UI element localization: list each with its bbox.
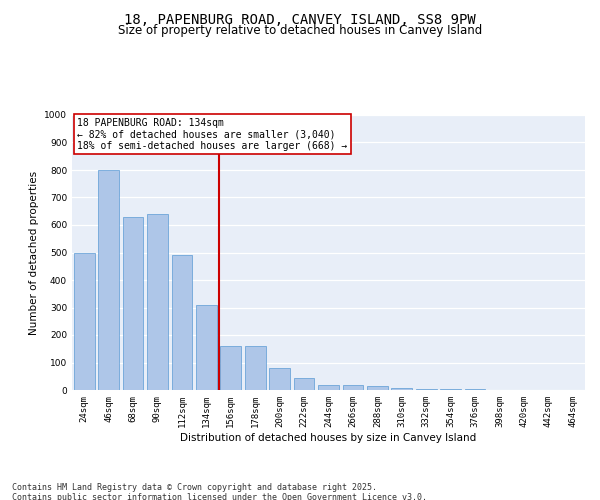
Bar [220, 346, 241, 390]
Bar [416, 388, 437, 390]
Y-axis label: Number of detached properties: Number of detached properties [29, 170, 38, 334]
Bar [391, 388, 412, 390]
Bar [147, 214, 168, 390]
Text: Size of property relative to detached houses in Canvey Island: Size of property relative to detached ho… [118, 24, 482, 37]
Text: 18, PAPENBURG ROAD, CANVEY ISLAND, SS8 9PW: 18, PAPENBURG ROAD, CANVEY ISLAND, SS8 9… [124, 12, 476, 26]
Bar [74, 252, 95, 390]
Bar [98, 170, 119, 390]
X-axis label: Distribution of detached houses by size in Canvey Island: Distribution of detached houses by size … [181, 432, 476, 442]
Bar [196, 304, 217, 390]
Bar [245, 346, 266, 390]
Text: 18 PAPENBURG ROAD: 134sqm
← 82% of detached houses are smaller (3,040)
18% of se: 18 PAPENBURG ROAD: 134sqm ← 82% of detac… [77, 118, 347, 151]
Bar [440, 389, 461, 390]
Bar [122, 217, 143, 390]
Bar [172, 255, 193, 390]
Bar [318, 384, 339, 390]
Text: Contains HM Land Registry data © Crown copyright and database right 2025.
Contai: Contains HM Land Registry data © Crown c… [12, 482, 427, 500]
Bar [367, 386, 388, 390]
Bar [293, 378, 314, 390]
Bar [343, 384, 364, 390]
Bar [269, 368, 290, 390]
